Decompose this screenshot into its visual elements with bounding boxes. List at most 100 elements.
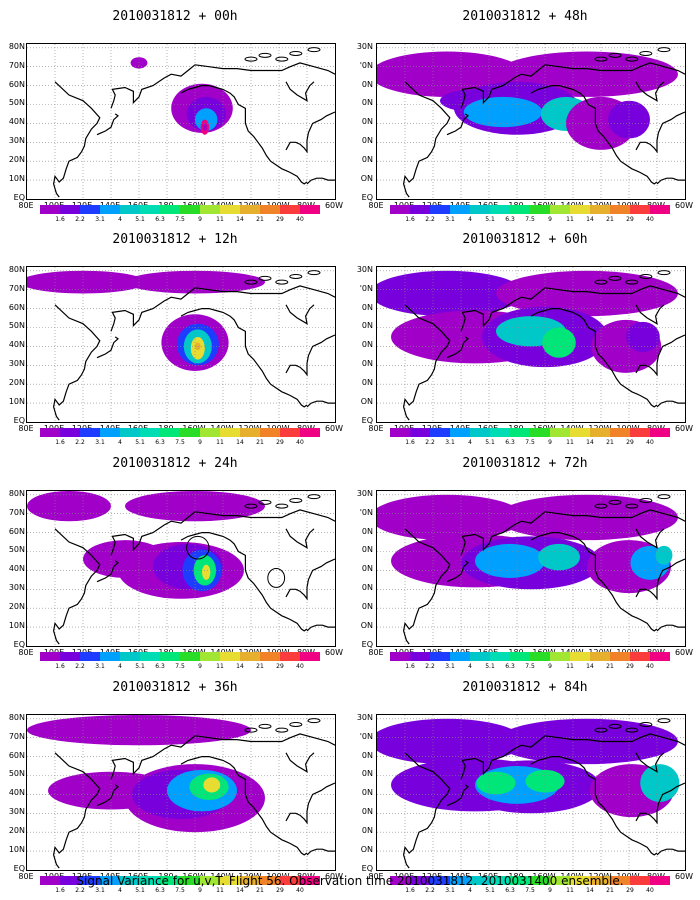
coastline: [446, 113, 469, 136]
colorbar-level: 2.2: [75, 887, 85, 894]
coastline: [446, 784, 469, 807]
y-tick-label: 0N: [361, 826, 373, 836]
y-tick-label: 0N: [361, 750, 373, 760]
colorbar: [40, 205, 320, 214]
island-outline: [244, 727, 258, 733]
colorbar-swatch: [180, 205, 200, 214]
panel-title: 2010031812 + 12h: [112, 232, 238, 247]
coastline: [285, 782, 335, 825]
colorbar-level: 2.2: [75, 439, 85, 446]
colorbar-swatch: [530, 652, 550, 661]
y-tick-label: 40N: [8, 564, 25, 574]
colorbar-level: 1.6: [55, 439, 65, 446]
island-outline: [639, 721, 653, 727]
colorbar-swatch: [390, 876, 410, 885]
variance-contour: [203, 777, 221, 793]
colorbar-swatch: [530, 428, 550, 437]
colorbar-level: 1.6: [405, 216, 415, 223]
colorbar-level: 2.2: [425, 439, 435, 446]
island-outline: [307, 270, 321, 276]
colorbar-level: 3.1: [445, 439, 455, 446]
y-tick-label: 50N: [8, 769, 25, 779]
colorbar-level: 2.2: [75, 663, 85, 670]
colorbar-swatch: [120, 876, 140, 885]
colorbar-level: 3.1: [95, 216, 105, 223]
colorbar-level: 29: [276, 663, 284, 670]
colorbar-swatch: [530, 876, 550, 885]
panel-title: 2010031812 + 48h: [462, 9, 588, 24]
y-tick-label: '0N: [359, 507, 373, 517]
coastline: [306, 177, 335, 185]
colorbar-level: 21: [606, 216, 614, 223]
colorbar-level: 6.3: [505, 216, 515, 223]
colorbar-swatch: [60, 205, 80, 214]
y-tick-label: EQ: [361, 640, 373, 649]
variance-contour: [202, 123, 207, 131]
colorbar-level: 7.5: [175, 216, 185, 223]
x-tick-label: 60W: [324, 424, 344, 433]
colorbar: [390, 876, 670, 885]
island-outline: [275, 56, 289, 62]
y-tick-label: 30N: [356, 264, 373, 274]
variance-contour: [463, 96, 543, 128]
y-tick-label: 20N: [8, 602, 25, 612]
colorbar-swatch: [80, 205, 100, 214]
colorbar-level: 5.1: [485, 216, 495, 223]
y-tick-label: 30N: [8, 583, 25, 593]
colorbar-level: 4: [468, 887, 472, 894]
y-tick-label: 0N: [361, 602, 373, 612]
colorbar-swatch: [630, 876, 650, 885]
colorbar-swatch: [160, 876, 180, 885]
coastline: [52, 528, 101, 645]
colorbar-swatch: [140, 428, 160, 437]
map-svg: [27, 491, 335, 646]
colorbar: [40, 876, 320, 885]
colorbar-level: 9: [198, 439, 202, 446]
y-tick-label: 0N: [361, 359, 373, 369]
colorbar-swatch: [200, 876, 220, 885]
colorbar-swatch: [60, 428, 80, 437]
coastline: [96, 113, 119, 136]
colorbar-swatch: [550, 428, 570, 437]
colorbar-swatch: [510, 876, 530, 885]
colorbar-level: 21: [256, 663, 264, 670]
colorbar-swatch: [490, 205, 510, 214]
colorbar-swatch: [80, 652, 100, 661]
colorbar-swatch: [140, 876, 160, 885]
colorbar-level: 14: [586, 663, 594, 670]
colorbar: [390, 428, 670, 437]
colorbar-swatch: [200, 652, 220, 661]
y-tick-label: ON: [360, 621, 373, 631]
colorbar-level: 6.3: [155, 663, 165, 670]
track-circle: [186, 535, 210, 560]
island-outline: [657, 494, 671, 500]
colorbar-level: 7.5: [525, 663, 535, 670]
variance-contour: [496, 270, 678, 317]
coastline: [306, 848, 335, 856]
x-tick-label: 80E: [368, 201, 384, 210]
map-panel: 2010031812 + 24h EQ 10N 20N 30N 40N 50N 60N 70N 8…: [5, 452, 345, 670]
variance-contour: [496, 494, 678, 541]
colorbar-level: 29: [626, 439, 634, 446]
island-outline: [608, 52, 622, 58]
coastline: [402, 81, 451, 198]
colorbar-labels: 1.6 2.2 3.1 4 5.1 6.3 7.5 9 11 14 21 29 40: [390, 439, 670, 447]
coastline: [635, 111, 685, 154]
coastline: [656, 177, 685, 185]
colorbar-level: 6.3: [505, 439, 515, 446]
y-tick-label: 80N: [8, 488, 25, 498]
colorbar-level: 11: [566, 216, 574, 223]
y-tick-label: 70N: [8, 60, 25, 70]
variance-contour: [626, 321, 660, 353]
y-tick-label: 0N: [361, 321, 373, 331]
y-tick-label: 40N: [8, 340, 25, 350]
colorbar-level: 2.2: [425, 216, 435, 223]
colorbar-swatch: [450, 428, 470, 437]
coastline: [544, 62, 685, 75]
x-tick-label: 80E: [18, 648, 34, 657]
colorbar-level: 40: [646, 439, 654, 446]
x-tick-label: 60W: [324, 872, 344, 881]
y-tick-label: 80N: [8, 264, 25, 274]
map-area: [376, 43, 686, 200]
colorbar-swatch: [60, 652, 80, 661]
